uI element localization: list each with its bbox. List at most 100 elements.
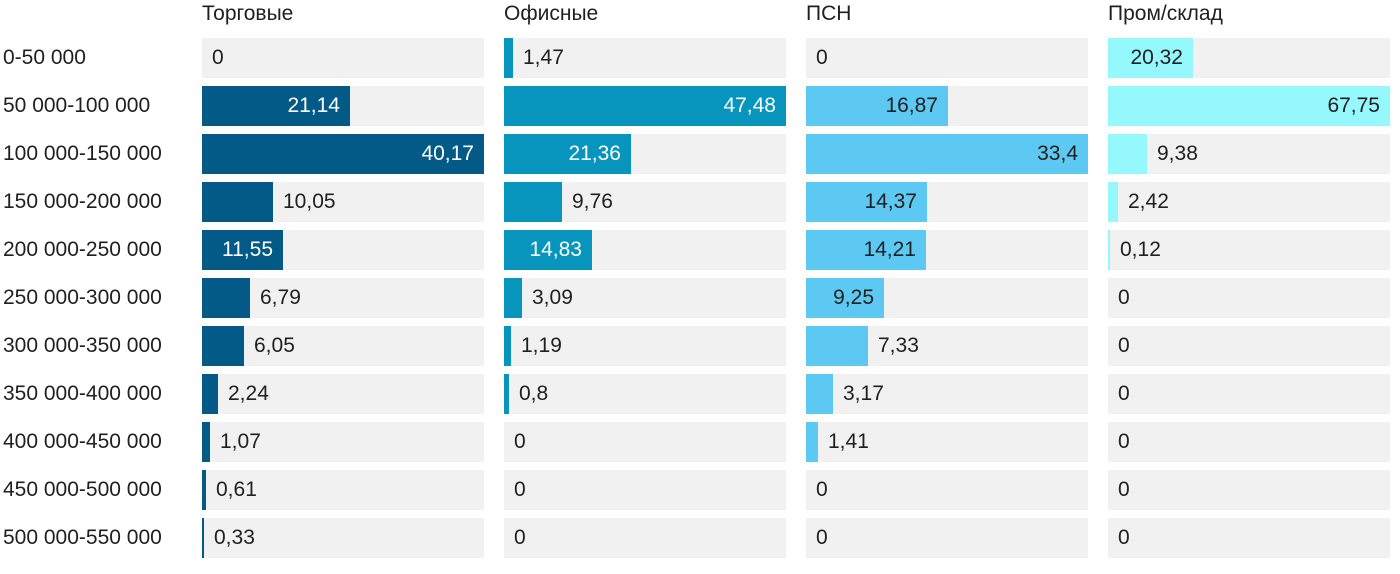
bar-track: 0,12 [1108, 230, 1390, 270]
data-label: 47,48 [723, 94, 776, 117]
data-label: 0 [514, 526, 526, 549]
panel-header: Пром/склад [1108, 2, 1223, 25]
bar [202, 374, 218, 414]
category-label: 400 000-450 000 [3, 430, 162, 453]
category-label: 500 000-550 000 [3, 526, 162, 549]
data-label: 0 [816, 526, 828, 549]
data-label: 21,14 [287, 94, 340, 117]
bar-track: 7,33 [806, 326, 1088, 366]
data-label: 1,41 [828, 430, 869, 453]
bar-track: 1,41 [806, 422, 1088, 462]
bar [1108, 86, 1390, 126]
data-label: 33,4 [1037, 142, 1078, 165]
data-label: 2,42 [1128, 190, 1169, 213]
bar-track: 2,42 [1108, 182, 1390, 222]
bar-track: 3,09 [504, 278, 786, 318]
data-label: 0 [1118, 526, 1130, 549]
category-label: 450 000-500 000 [3, 478, 162, 501]
bar [202, 230, 283, 270]
data-label: 0 [816, 46, 828, 69]
data-label: 3,17 [843, 382, 884, 405]
bar [806, 374, 833, 414]
category-label: 300 000-350 000 [3, 334, 162, 357]
bar [504, 134, 631, 174]
data-label: 11,55 [222, 238, 273, 261]
bar [806, 86, 948, 126]
data-label: 40,17 [421, 142, 474, 165]
category-label: 150 000-200 000 [3, 190, 162, 213]
bar [806, 278, 884, 318]
bar-track: 0 [806, 38, 1088, 78]
bar [1108, 134, 1147, 174]
bar-track: 16,87 [806, 86, 1088, 126]
data-label: 9,25 [833, 286, 874, 309]
bar-track: 0 [1108, 326, 1390, 366]
data-label: 9,76 [572, 190, 613, 213]
data-label: 20,32 [1130, 46, 1183, 69]
data-label: 1,19 [521, 334, 562, 357]
data-label: 14,37 [864, 190, 917, 213]
panel-header: Офисные [504, 2, 599, 25]
panel-header: ПСН [806, 2, 852, 25]
bar [202, 134, 484, 174]
data-label: 7,33 [878, 334, 919, 357]
bar [202, 326, 244, 366]
bar [806, 182, 927, 222]
category-label: 200 000-250 000 [3, 238, 162, 261]
bar [504, 86, 786, 126]
bar [504, 278, 522, 318]
bar-track: 3,17 [806, 374, 1088, 414]
bar [202, 278, 250, 318]
category-label: 100 000-150 000 [3, 142, 162, 165]
data-label: 1,47 [523, 46, 564, 69]
bar [1108, 182, 1118, 222]
data-label: 67,75 [1327, 94, 1380, 117]
bar-track: 0,61 [202, 470, 484, 510]
bar-track: 40,17 [202, 134, 484, 174]
bar-track: 21,36 [504, 134, 786, 174]
bar-track: 21,14 [202, 86, 484, 126]
bar [806, 422, 818, 462]
bar-track: 0 [1108, 422, 1390, 462]
data-label: 10,05 [283, 190, 336, 213]
bar-track: 0 [504, 518, 786, 558]
data-label: 0 [816, 478, 828, 501]
bar-track: 10,05 [202, 182, 484, 222]
bar [1108, 230, 1110, 270]
bar-track: 0 [202, 38, 484, 78]
category-label: 250 000-300 000 [3, 286, 162, 309]
bar-track: 1,07 [202, 422, 484, 462]
bar [806, 326, 868, 366]
bar-track: 0 [1108, 518, 1390, 558]
category-label: 0-50 000 [3, 46, 86, 69]
bar-track: 0,8 [504, 374, 786, 414]
data-label: 21,36 [568, 142, 621, 165]
data-label: 0 [514, 478, 526, 501]
bar [202, 182, 273, 222]
bar-track: 0 [1108, 278, 1390, 318]
bar [504, 326, 511, 366]
data-label: 0 [1118, 286, 1130, 309]
bar-track: 9,38 [1108, 134, 1390, 174]
bar-track: 0 [504, 470, 786, 510]
bar-track: 14,83 [504, 230, 786, 270]
bar [504, 374, 509, 414]
bar-track: 20,32 [1108, 38, 1390, 78]
data-label: 16,87 [885, 94, 938, 117]
bar [202, 518, 204, 558]
bar-track: 0,33 [202, 518, 484, 558]
bar-track: 33,4 [806, 134, 1088, 174]
bar-track: 1,19 [504, 326, 786, 366]
bar [504, 182, 562, 222]
data-label: 0,33 [214, 526, 255, 549]
bar-track: 67,75 [1108, 86, 1390, 126]
data-label: 0 [1118, 478, 1130, 501]
data-label: 0,12 [1120, 238, 1161, 261]
bar-track: 47,48 [504, 86, 786, 126]
data-label: 0 [514, 430, 526, 453]
bar-track: 9,76 [504, 182, 786, 222]
data-label: 0,8 [519, 382, 549, 405]
bar [1108, 38, 1193, 78]
data-label: 0 [1118, 334, 1130, 357]
